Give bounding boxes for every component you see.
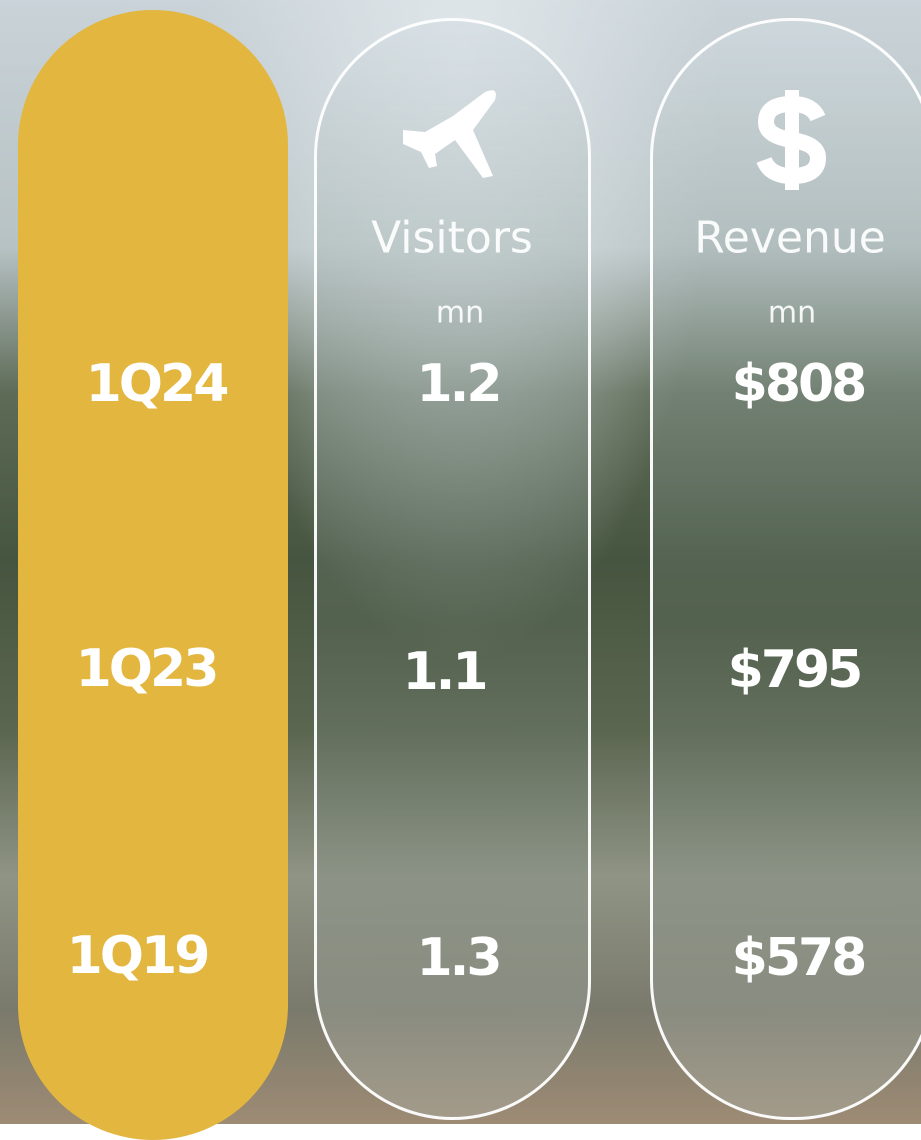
revenue-value: $808: [732, 354, 865, 414]
revenue-value: $795: [728, 640, 861, 700]
period-label: 1Q19: [67, 926, 208, 986]
period-label: 1Q24: [86, 354, 227, 414]
column-unit: mn: [436, 296, 484, 331]
revenue-value: $578: [732, 928, 865, 988]
visitors-value: 1.3: [416, 928, 499, 988]
page: Visitors mn Revenue mn 1Q24 1Q23 1Q19 1.…: [0, 0, 921, 1124]
column-label: Visitors: [371, 213, 533, 264]
dollar-icon: [752, 90, 832, 190]
plane-icon: [395, 88, 507, 180]
visitors-value: 1.2: [416, 354, 499, 414]
period-label: 1Q23: [76, 639, 217, 699]
visitors-value: 1.1: [402, 642, 485, 702]
column-unit: mn: [768, 296, 816, 331]
column-label: Revenue: [694, 213, 886, 264]
